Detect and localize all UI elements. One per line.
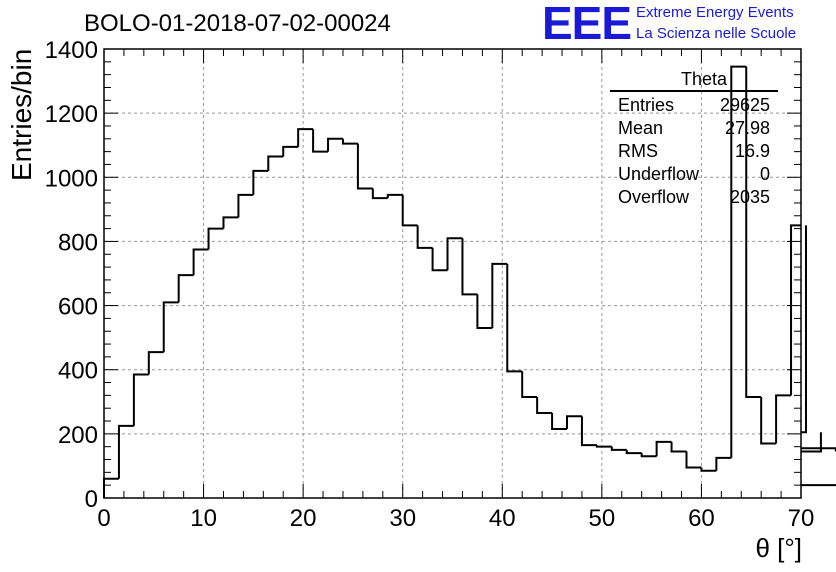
histogram-bin bbox=[625, 449, 642, 455]
histogram-bin bbox=[327, 137, 343, 152]
histogram-bin bbox=[117, 424, 134, 479]
histogram-bin bbox=[297, 128, 314, 147]
axis-ticks bbox=[103, 48, 802, 499]
histogram-bin bbox=[162, 301, 179, 353]
x-tick-label: 60 bbox=[688, 505, 715, 532]
y-tick-label: 200 bbox=[58, 422, 98, 449]
y-tick-label: 800 bbox=[58, 229, 98, 256]
plot-frame bbox=[103, 48, 802, 499]
chart-title: BOLO-01-2018-07-02-00024 bbox=[84, 10, 391, 37]
x-tick-label: 20 bbox=[290, 505, 317, 532]
histogram-bin bbox=[566, 415, 582, 430]
histogram-bin bbox=[715, 456, 732, 471]
stats-row-underflow: Underflow 0 bbox=[610, 163, 778, 186]
histogram-bin bbox=[521, 371, 538, 398]
stats-divider bbox=[610, 90, 778, 92]
histogram-bin bbox=[595, 445, 612, 448]
histogram-bin bbox=[790, 224, 801, 396]
histogram-bin bbox=[177, 274, 194, 303]
x-tick-label: 0 bbox=[97, 505, 110, 532]
histogram-bars bbox=[103, 65, 836, 498]
histogram-bin bbox=[801, 484, 836, 487]
stats-title: Theta bbox=[680, 69, 728, 89]
histogram-bin bbox=[416, 225, 433, 249]
histogram-bin bbox=[551, 413, 568, 431]
y-tick-label: 1000 bbox=[45, 165, 98, 192]
x-tick-label: 50 bbox=[589, 505, 616, 532]
histogram-bin bbox=[431, 247, 448, 272]
histogram-bin bbox=[207, 227, 224, 250]
histogram-bin bbox=[282, 145, 299, 157]
histogram-bin bbox=[371, 188, 388, 200]
stats-value: 2035 bbox=[729, 187, 770, 207]
stats-value: 27.98 bbox=[724, 118, 770, 138]
histogram-bin bbox=[700, 467, 717, 472]
histogram-bin bbox=[730, 65, 747, 458]
y-tick-label: 0 bbox=[85, 486, 98, 513]
stats-row-mean: Mean 27.98 bbox=[610, 117, 778, 140]
histogram-bin bbox=[476, 294, 493, 330]
logo-caption-line2: La Scienza nelle Scuole bbox=[636, 25, 797, 42]
histogram-bin bbox=[685, 451, 702, 469]
histogram-bin bbox=[801, 225, 807, 434]
stats-row-overflow: Overflow 2035 bbox=[610, 186, 778, 209]
y-tick-label: 600 bbox=[58, 294, 98, 321]
histogram-bin bbox=[506, 263, 523, 373]
stats-value: 16.9 bbox=[734, 141, 770, 161]
histogram-bin bbox=[670, 441, 687, 453]
histogram-bin bbox=[192, 248, 209, 276]
histogram-bin bbox=[760, 396, 777, 445]
histogram-bin bbox=[640, 453, 657, 458]
histogram-bin bbox=[222, 216, 239, 229]
x-axis-label: θ [°] bbox=[755, 533, 802, 563]
stats-box: Theta Entries 29625 Mean 27.98 RMS 16.9 Und… bbox=[610, 68, 778, 209]
histogram-bin bbox=[461, 238, 478, 296]
x-tick-label: 10 bbox=[190, 505, 217, 532]
histogram-bin bbox=[267, 155, 284, 171]
histogram-bin bbox=[801, 432, 822, 453]
histogram-bin bbox=[237, 193, 254, 218]
stats-label: Mean bbox=[618, 118, 664, 138]
histogram-bin bbox=[775, 394, 792, 444]
histogram-bin bbox=[580, 416, 597, 447]
y-tick-label: 1200 bbox=[45, 101, 98, 128]
y-tick-label: 400 bbox=[58, 358, 98, 385]
grid-lines bbox=[104, 49, 801, 498]
y-axis-label: Entries/bin bbox=[6, 48, 37, 181]
histogram-bin bbox=[536, 396, 553, 415]
stats-label: Entries bbox=[618, 95, 675, 115]
histogram-bin bbox=[655, 440, 672, 457]
histogram-bin bbox=[446, 237, 463, 271]
histogram-bin bbox=[103, 477, 119, 498]
stats-row-rms: RMS 16.9 bbox=[610, 140, 778, 163]
stats-value: 0 bbox=[759, 164, 770, 184]
stats-label: Underflow bbox=[618, 164, 700, 184]
histogram-bin bbox=[356, 143, 373, 190]
histogram-bin bbox=[745, 66, 762, 398]
histogram-bin bbox=[312, 129, 329, 153]
x-tick-label: 40 bbox=[489, 505, 516, 532]
stats-row-entries: Entries 29625 bbox=[610, 94, 778, 117]
plot-border bbox=[103, 48, 802, 499]
histogram-bin bbox=[610, 446, 627, 451]
stats-label: Overflow bbox=[618, 187, 690, 207]
x-tick-label: 30 bbox=[389, 505, 416, 532]
histogram-bin bbox=[341, 138, 358, 145]
histogram-bin bbox=[491, 262, 508, 329]
logo-caption-line1: Extreme Energy Events bbox=[636, 4, 794, 21]
histogram-bin bbox=[147, 351, 164, 375]
x-tick-label: 70 bbox=[788, 505, 815, 532]
histogram-bin bbox=[386, 193, 403, 199]
histogram-bin bbox=[401, 194, 418, 227]
histogram-bin bbox=[252, 169, 269, 195]
eee-logo: EEE bbox=[542, 0, 632, 49]
axis-tick-labels: 0 10 20 30 40 50 60 70 0 200 400 600 800 1000 1200 1400 bbox=[45, 37, 815, 532]
histogram-bin bbox=[132, 373, 149, 426]
y-tick-label: 1400 bbox=[45, 37, 98, 64]
stats-label: RMS bbox=[618, 141, 658, 161]
stats-value: 29625 bbox=[719, 95, 770, 115]
